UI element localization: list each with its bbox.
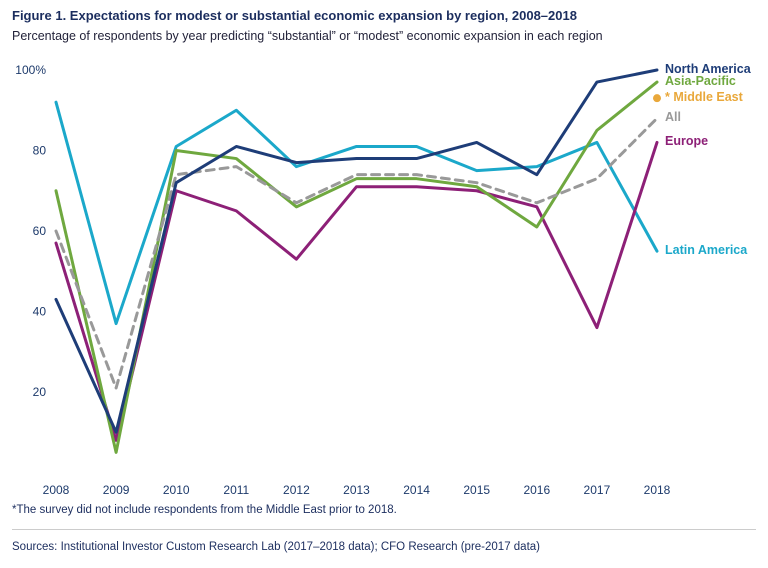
y-tick-label: 100%	[15, 63, 46, 77]
figure-title: Figure 1. Expectations for modest or sub…	[12, 8, 577, 23]
series-line-north-america	[54, 68, 659, 434]
expansion-line-chart: 20 40 60 80 100% 2008 2009 2010 2011 2012 2013 2014…	[15, 63, 671, 497]
y-tick-label: 60	[33, 224, 47, 238]
x-tick-label: 2008	[43, 483, 70, 497]
legend-middle-east: * Middle East	[665, 90, 743, 105]
middle-east-asterisk-icon: *	[665, 90, 674, 105]
legend-all: All	[665, 110, 681, 125]
y-tick-label: 20	[33, 385, 47, 399]
x-tick-label: 2014	[403, 483, 430, 497]
x-tick-label: 2009	[103, 483, 130, 497]
line-chart-area: 20 40 60 80 100% 2008 2009 2010 2011 2012 2013 2014…	[12, 50, 756, 502]
legend-latin-america: Latin America	[665, 243, 748, 258]
legend-north-america: North America	[665, 62, 751, 76]
x-tick-label: 2016	[523, 483, 550, 497]
y-tick-label: 80	[33, 144, 47, 158]
series-line-europe	[54, 140, 659, 442]
x-tick-label: 2015	[463, 483, 490, 497]
x-tick-label: 2018	[644, 483, 671, 497]
x-tick-label: 2013	[343, 483, 370, 497]
legend-asia-pacific: Asia-Pacific	[665, 74, 736, 89]
legend-europe: Europe	[665, 134, 709, 149]
series-line-all	[54, 116, 659, 390]
chart-footnote: *The survey did not include respondents …	[12, 504, 397, 516]
divider	[12, 529, 756, 530]
chart-legend: North America Asia-Pacific * Middle East Al…	[665, 50, 765, 502]
x-tick-label: 2011	[223, 483, 249, 497]
x-tick-label: 2012	[283, 483, 310, 497]
series-point-middle-east	[653, 94, 661, 103]
x-tick-label: 2017	[584, 483, 611, 497]
series-line-latin-america	[54, 100, 659, 326]
chart-sources: Sources: Institutional Investor Custom R…	[12, 541, 541, 553]
x-tick-label: 2010	[163, 483, 190, 497]
y-tick-label: 40	[33, 305, 47, 319]
figure-subtitle: Percentage of respondents by year predic…	[12, 29, 603, 43]
